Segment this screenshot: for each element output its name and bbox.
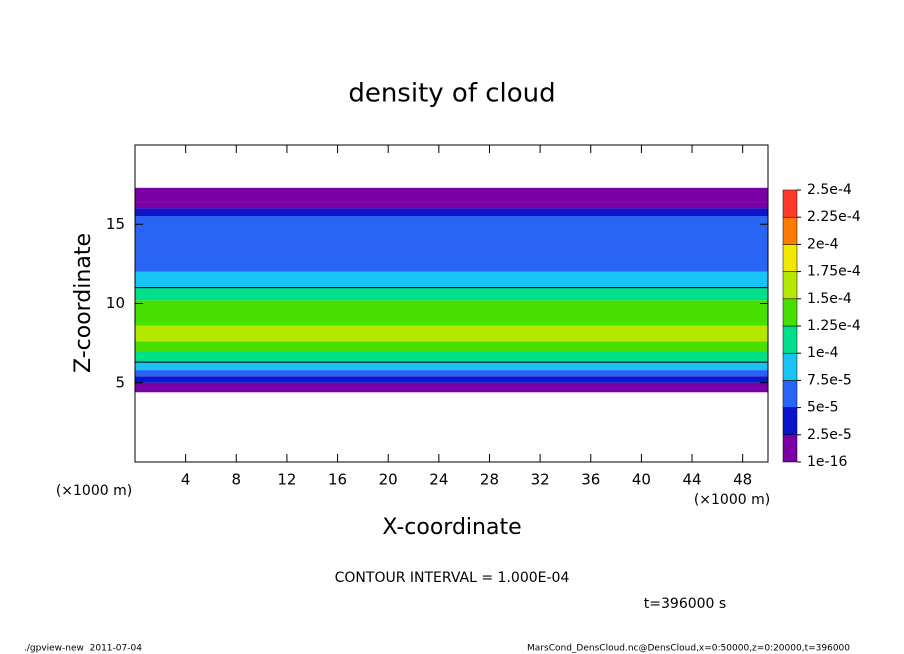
x-tick-label: 36 — [581, 471, 600, 489]
colorbar-swatch — [782, 271, 798, 300]
x-tick-label: 24 — [429, 471, 448, 489]
colorbar-label: 5e-5 — [807, 400, 838, 416]
density-band — [135, 376, 768, 383]
density-band — [135, 370, 768, 377]
x-tick-label: 4 — [181, 471, 191, 489]
density-band — [135, 287, 768, 301]
density-band — [135, 300, 768, 314]
time-label: t=396000 s — [644, 596, 726, 612]
x-tick-label: 40 — [632, 471, 651, 489]
x-tick-label: 20 — [379, 471, 398, 489]
x-tick-label: 16 — [328, 471, 347, 489]
colorbar-swatch — [782, 325, 798, 354]
colorbar-label: 7.5e-5 — [807, 372, 852, 388]
colorbar-label: 1e-4 — [807, 345, 839, 361]
y-tick-label: 5 — [115, 373, 125, 391]
footer-right: MarsCond_DensCloud.nc@DensCloud,x=0:5000… — [527, 644, 850, 654]
colorbar-swatch — [782, 407, 798, 436]
density-band — [135, 382, 768, 393]
density-band — [135, 187, 768, 203]
colorbar-swatch — [782, 216, 798, 245]
density-band — [135, 271, 768, 288]
density-band — [135, 351, 768, 363]
colorbar-swatch — [782, 189, 798, 218]
colorbar-swatch — [782, 434, 798, 463]
density-band — [135, 325, 768, 342]
x-unit-label: (×1000 m) — [694, 492, 770, 508]
chart-title: density of cloud — [348, 79, 555, 109]
y-axis-label: Z-coordinate — [71, 233, 96, 373]
colorbar-label: 2.25e-4 — [807, 209, 861, 225]
x-axis-label: X-coordinate — [382, 515, 521, 540]
y-tick-label: 10 — [106, 294, 125, 312]
density-band — [135, 208, 768, 217]
y-unit-label: (×1000 m) — [56, 483, 132, 499]
x-tick-label: 12 — [277, 471, 296, 489]
density-band — [135, 248, 768, 272]
density-band — [135, 313, 768, 326]
density-band — [135, 341, 768, 352]
colorbar-swatch — [782, 298, 798, 327]
density-band — [135, 362, 768, 371]
density-band — [135, 216, 768, 249]
x-tick-label: 48 — [733, 471, 752, 489]
colorbar-swatch — [782, 380, 798, 408]
colorbar-label: 1.5e-4 — [807, 291, 852, 307]
colorbar-swatch — [782, 352, 798, 381]
colorbar-label: 2.5e-5 — [807, 427, 852, 443]
colorbar-swatch — [782, 244, 798, 272]
x-tick-label: 8 — [232, 471, 242, 489]
colorbar-label: 1e-16 — [807, 454, 847, 470]
colorbar-label: 1.25e-4 — [807, 318, 861, 334]
x-tick-label: 44 — [682, 471, 701, 489]
contour-note: CONTOUR INTERVAL = 1.000E-04 — [335, 570, 570, 586]
colorbar-label: 1.75e-4 — [807, 264, 861, 280]
y-tick-label: 15 — [106, 215, 125, 233]
colorbar-label: 2.5e-4 — [807, 182, 852, 198]
footer-left: ./gpview-new 2011-07-04 — [24, 644, 142, 654]
x-tick-label: 32 — [531, 471, 550, 489]
x-tick-label: 28 — [480, 471, 499, 489]
colorbar-label: 2e-4 — [807, 236, 839, 252]
density-band — [135, 202, 768, 209]
